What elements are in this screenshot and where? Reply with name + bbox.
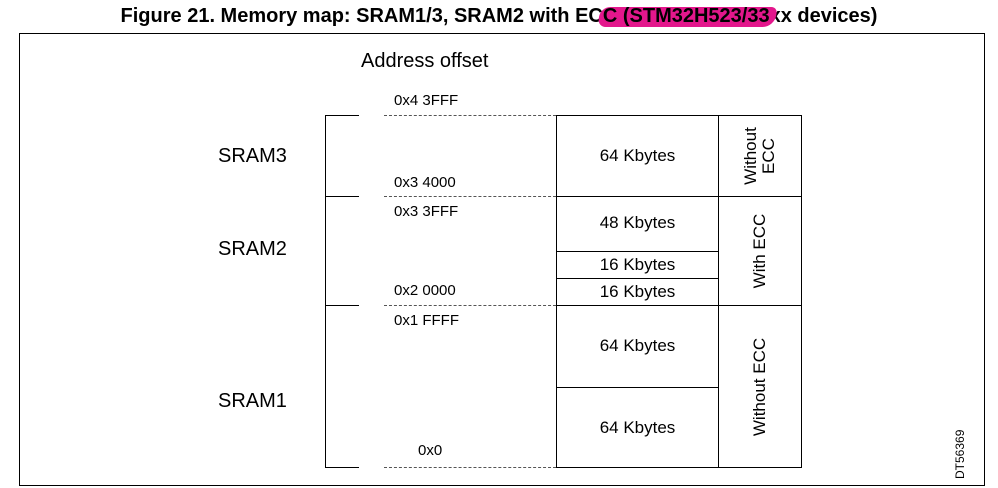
address-line xyxy=(384,196,556,197)
address-0x43fff: 0x4 3FFF xyxy=(394,92,459,109)
address-0x34000: 0x3 4000 xyxy=(394,174,456,191)
memory-block-size: 64 Kbytes xyxy=(599,336,676,355)
memory-block-size: 16 Kbytes xyxy=(599,282,676,301)
region-label-sram3: SRAM3 xyxy=(218,145,287,167)
memory-block-size: 64 Kbytes xyxy=(599,418,676,437)
address-line xyxy=(384,115,556,116)
ecc-label-sram3-line2: ECC xyxy=(759,138,778,174)
memory-block-size: 48 Kbytes xyxy=(599,213,676,232)
memory-block-size: 64 Kbytes xyxy=(599,146,676,165)
region-bracket-line xyxy=(325,196,359,197)
region-bracket-line xyxy=(325,305,359,306)
region-bracket-line xyxy=(325,115,359,116)
address-0x20000: 0x2 0000 xyxy=(394,282,456,299)
diagram-frame xyxy=(19,33,985,486)
address-0x1ffff: 0x1 FFFF xyxy=(394,312,460,329)
ecc-label-sram2: With ECC xyxy=(750,213,769,289)
figure-title: Figure 21. Memory map: SRAM1/3, SRAM2 wi… xyxy=(0,4,998,28)
ecc-label-sram1: Without ECC xyxy=(750,337,769,437)
ecc-label-sram3-line1: Without xyxy=(741,127,760,185)
diagram-id: DT56369 xyxy=(953,429,967,479)
address-line xyxy=(384,467,556,468)
region-bracket-line xyxy=(325,467,359,468)
figure-title-highlighted: C (STM32H523/33 xyxy=(602,5,770,27)
figure-title-suffix: xx devices) xyxy=(769,5,878,27)
address-0x0: 0x0 xyxy=(418,442,443,459)
address-offset-label: Address offset xyxy=(361,50,489,72)
memory-block-size: 16 Kbytes xyxy=(599,255,676,274)
ecc-label-sram3: Without ECC xyxy=(741,111,778,201)
figure-title-prefix: Figure 21. Memory map: SRAM1/3, SRAM2 wi… xyxy=(120,5,603,27)
highlighted-text: C (STM32H523/33 xyxy=(597,4,778,28)
ecc-cell-sram1 xyxy=(718,305,802,468)
address-line xyxy=(384,305,556,306)
region-label-sram2: SRAM2 xyxy=(218,238,287,260)
region-bracket-spine xyxy=(325,115,326,467)
region-label-sram1: SRAM1 xyxy=(218,390,287,412)
address-0x33fff: 0x3 3FFF xyxy=(394,203,459,220)
